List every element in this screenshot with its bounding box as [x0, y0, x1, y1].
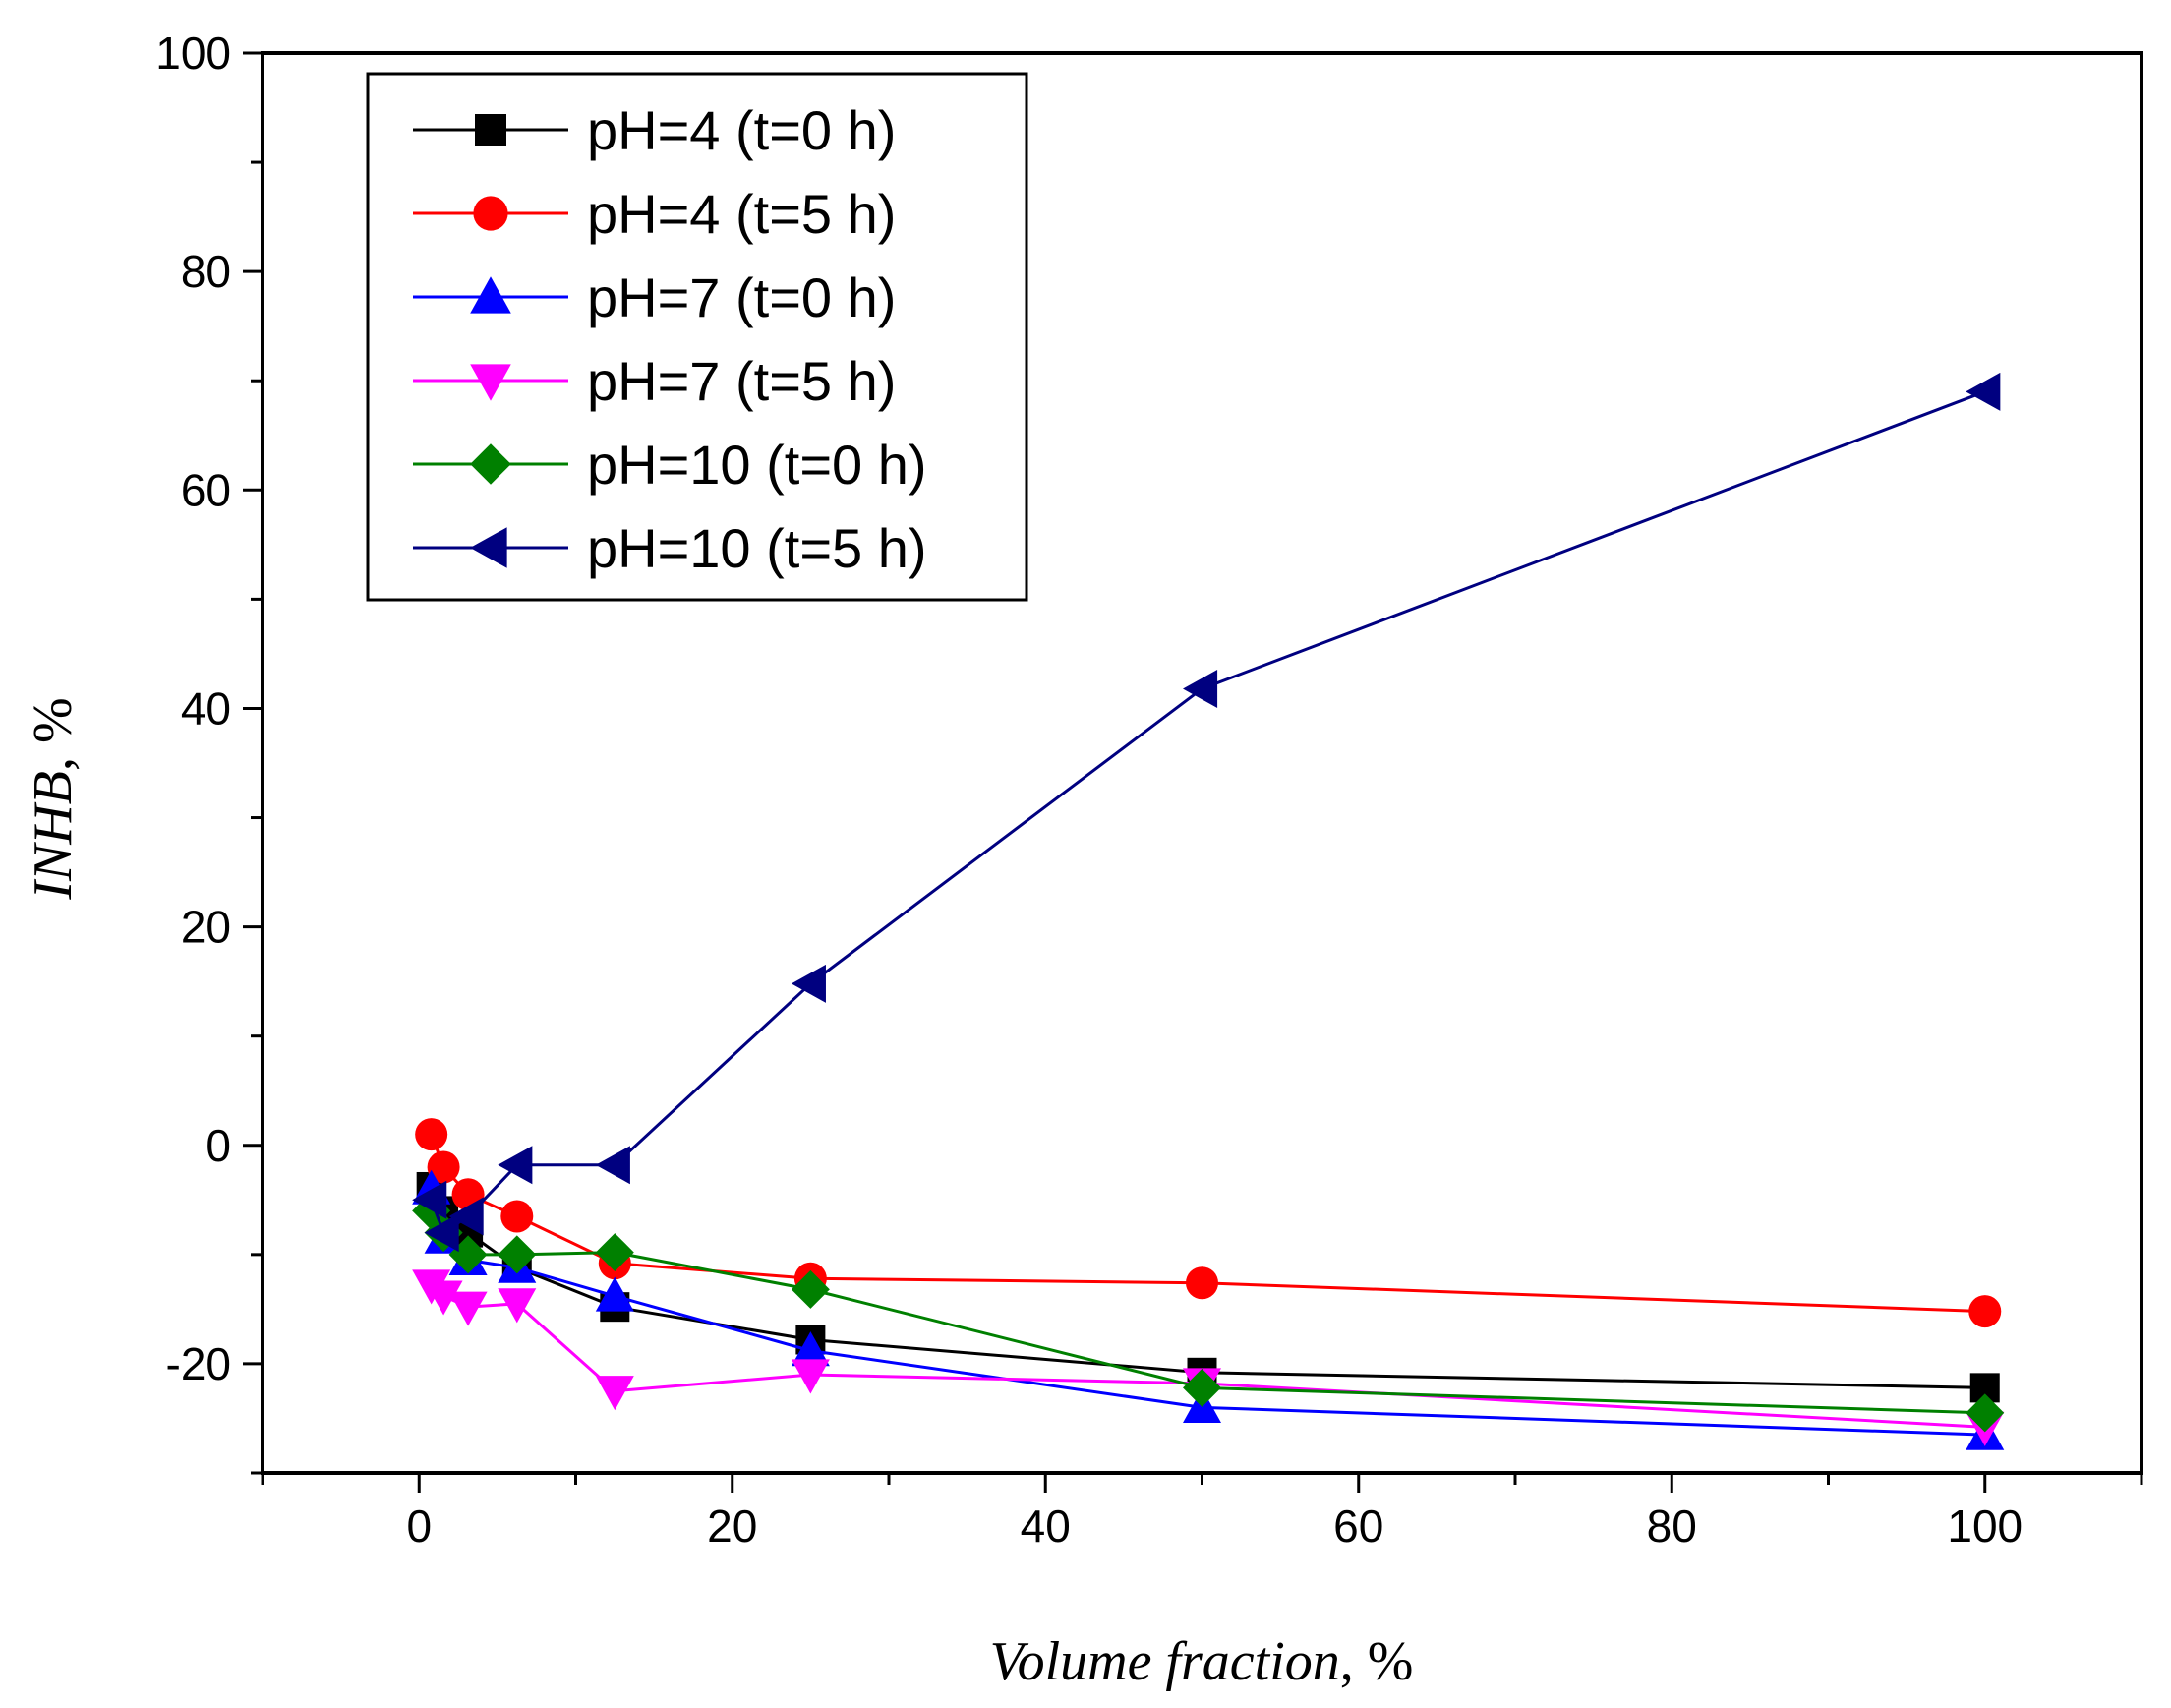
data-point	[1966, 372, 2001, 411]
legend-box	[366, 72, 1028, 602]
y-axis-title-italic: INHB	[23, 771, 84, 901]
series-3	[412, 1169, 2005, 1450]
data-point	[791, 1359, 830, 1394]
data-point	[412, 1180, 447, 1219]
data-point	[595, 1376, 634, 1411]
data-point	[498, 1235, 537, 1274]
y-axis-title-suffix: , %	[23, 697, 84, 771]
y-tick-label: 40	[181, 682, 231, 734]
y-axis-title: INHB, %	[23, 697, 84, 900]
series-2	[415, 1118, 2002, 1328]
x-axis-title-italic: Volume fraction	[990, 1631, 1340, 1692]
series-6	[412, 372, 2001, 1253]
legend-marker	[470, 364, 511, 401]
data-point	[791, 964, 826, 1003]
legend-entry: pH=4 (t=5 h)	[413, 183, 896, 245]
x-tick-label: 0	[406, 1501, 432, 1552]
data-point	[415, 1118, 448, 1151]
legend-entry: pH=10 (t=5 h)	[413, 517, 927, 579]
x-tick-label: 100	[1947, 1501, 2023, 1552]
legend-label: pH=4 (t=0 h)	[587, 99, 896, 161]
y-tick-label: -20	[166, 1338, 231, 1389]
data-point	[1966, 1393, 2005, 1433]
data-point	[595, 1233, 634, 1272]
x-axis-title-suffix: , %	[1340, 1631, 1414, 1692]
legend-entry: pH=10 (t=0 h)	[413, 434, 927, 496]
x-tick-label: 80	[1647, 1501, 1697, 1552]
data-point	[1186, 1266, 1218, 1300]
y-tick-label: 0	[205, 1120, 231, 1171]
legend-label: pH=7 (t=5 h)	[587, 350, 896, 412]
y-tick-label: 20	[181, 902, 231, 953]
legend-marker	[470, 527, 507, 568]
y-tick-label: 60	[181, 464, 231, 515]
legend-entries: pH=4 (t=0 h) pH=4 (t=5 h) pH=7 (t=0 h) pH=7…	[413, 99, 927, 579]
legend-entry: pH=7 (t=0 h)	[413, 266, 896, 328]
legend-label: pH=10 (t=5 h)	[587, 517, 927, 579]
legend-entry: pH=4 (t=0 h)	[413, 99, 896, 161]
data-point	[448, 1291, 488, 1326]
data-point	[1183, 1368, 1221, 1407]
x-tick-label: 60	[1333, 1501, 1383, 1552]
data-point	[1183, 669, 1218, 708]
data-point	[427, 1150, 460, 1184]
y-tick-label: 100	[155, 28, 231, 79]
legend-marker	[470, 443, 511, 485]
y-tick-label: 80	[181, 246, 231, 297]
legend-label: pH=4 (t=5 h)	[587, 183, 896, 245]
legend-marker	[473, 196, 508, 231]
legend: pH=4 (t=0 h) pH=4 (t=5 h) pH=7 (t=0 h) pH=7…	[366, 72, 1028, 602]
data-point	[500, 1200, 534, 1233]
data-point	[448, 1197, 484, 1236]
legend-marker	[475, 114, 506, 146]
data-point	[424, 1213, 459, 1253]
x-tick-label: 40	[1021, 1501, 1071, 1552]
data-point	[791, 1269, 830, 1309]
series-layer	[412, 372, 2005, 1450]
data-point	[595, 1146, 630, 1185]
data-point	[424, 1280, 463, 1316]
legend-marker	[470, 276, 511, 314]
legend-label: pH=10 (t=0 h)	[587, 434, 927, 496]
data-point	[595, 1276, 634, 1312]
ticks-layer: 0 20 40 60 80 100 -20 0 20 40 60 80 100	[155, 28, 2143, 1552]
data-point	[791, 1331, 830, 1367]
x-axis-title: Volume fraction, %	[990, 1631, 1414, 1692]
data-point	[1968, 1295, 2002, 1328]
legend-entry: pH=7 (t=5 h)	[413, 350, 896, 412]
legend-label: pH=7 (t=0 h)	[587, 266, 896, 328]
x-tick-label: 20	[707, 1501, 757, 1552]
data-point	[498, 1288, 537, 1324]
plot-frame	[261, 51, 2143, 1475]
data-point	[498, 1146, 533, 1185]
